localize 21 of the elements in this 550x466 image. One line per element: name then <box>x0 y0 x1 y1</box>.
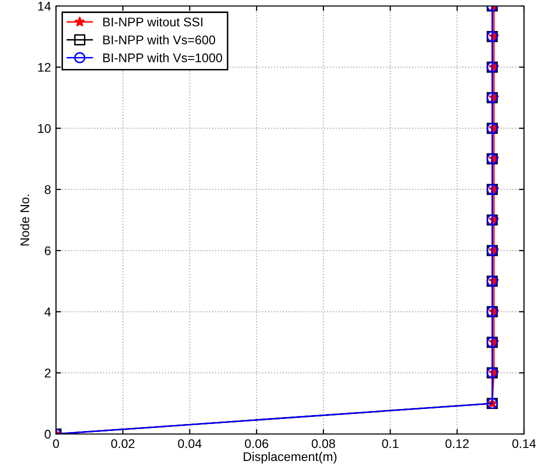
legend-label: BI-NPP with Vs=600 <box>103 35 216 44</box>
x-tick-label: 0.02 <box>111 439 134 448</box>
y-tick-label: 4 <box>44 308 51 316</box>
y-tick-label: 8 <box>44 185 51 194</box>
legend-label: BI-NPP with Vs=1000 <box>103 53 222 62</box>
x-tick-label: 0.06 <box>244 439 268 448</box>
y-tick-label: 2 <box>44 368 51 378</box>
y-tick-label: 12 <box>38 62 51 72</box>
x-tick-label: 0.04 <box>178 439 202 448</box>
x-tick-label: 0.14 <box>512 439 536 448</box>
y-tick-label: 14 <box>38 2 51 11</box>
y-tick-label: 10 <box>38 124 51 133</box>
legend-label: BI-NPP witout SSI <box>103 17 202 26</box>
y-tick-label: 0 <box>44 430 51 439</box>
x-tick-label: 0.12 <box>445 439 469 448</box>
y-tick-label: 6 <box>44 246 51 256</box>
x-tick-label: 0.08 <box>312 439 336 448</box>
x-axis-title: Displacement(m) <box>244 452 336 464</box>
y-axis-title: Node No. <box>20 194 30 246</box>
x-tick-label: 0 <box>53 439 59 448</box>
x-tick-label: 0.1 <box>382 439 398 448</box>
